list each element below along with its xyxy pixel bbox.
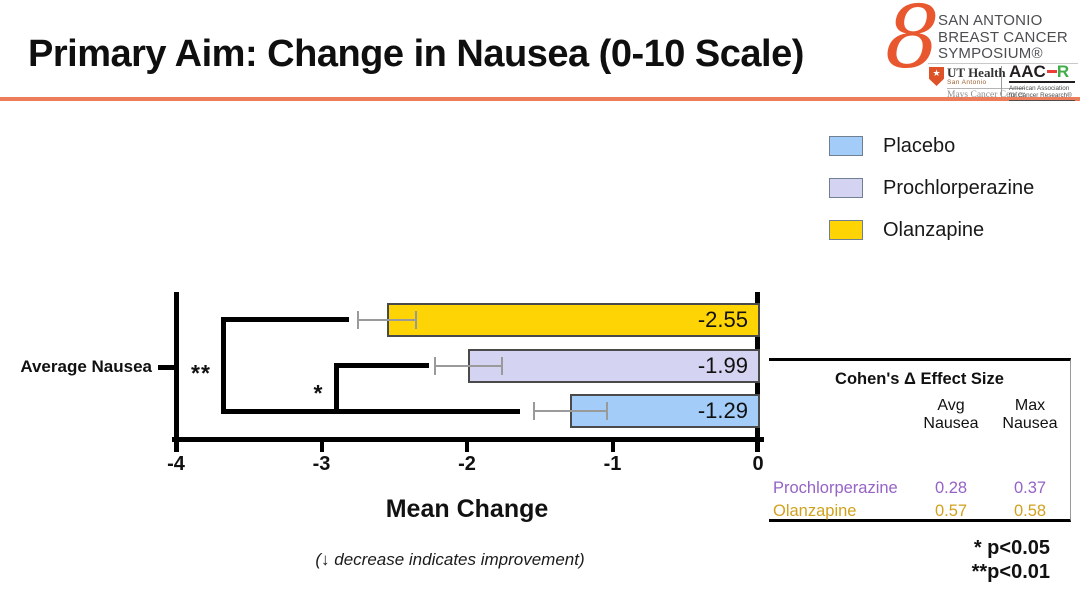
y-category-label: Average Nausea <box>20 357 152 376</box>
x-tick-mark <box>319 439 324 452</box>
legend-item-olanzapine: Olanzapine <box>829 218 1034 241</box>
error-bar-cap-right <box>415 311 418 329</box>
effect-row-name: Prochlorperazine <box>773 479 898 497</box>
error-bar-line <box>434 364 502 367</box>
significance-bracket-top-arm <box>221 317 349 322</box>
y-category-tick <box>158 365 176 370</box>
x-tick-mark <box>465 439 469 452</box>
legend-swatch-icon <box>829 178 863 198</box>
ut-health-text: UT Health San Antonio Mays Cancer Center <box>947 65 1026 100</box>
significance-bracket-small-vertical <box>334 363 339 414</box>
error-bar-cap-right <box>500 356 503 375</box>
ut-health-shield-icon: ★ <box>929 67 944 86</box>
effect-table-header-avg: Avg Nausea <box>909 397 993 433</box>
header-avg-line2: Nausea <box>923 415 979 432</box>
aacr-tagline-1: American Association <box>1009 84 1070 92</box>
ut-health-logo: ★ UT Health San Antonio Mays Cancer Cent… <box>929 65 1026 100</box>
x-tick-label: -3 <box>312 453 331 475</box>
legend-label: Prochlorperazine <box>883 176 1035 199</box>
pvalue-note-2: **p<0.01 <box>971 560 1050 583</box>
chart-legend: Placebo Prochlorperazine Olanzapine <box>829 134 1035 262</box>
aacr-tagline-2: for Cancer Research® <box>1009 91 1072 99</box>
legend-swatch-icon <box>829 220 863 240</box>
x-tick-label: -2 <box>458 453 476 475</box>
bar-olanzapine <box>386 303 760 337</box>
mays-cancer-center-label: Mays Cancer Center <box>947 88 1026 100</box>
error-bar-cap-left <box>356 311 359 329</box>
x-tick-mark <box>610 439 615 452</box>
header-max-line1: Max <box>1014 397 1046 414</box>
legend-swatch-icon <box>829 136 863 156</box>
header-avg-line1: Avg <box>937 397 965 414</box>
aacr-r: R <box>1056 62 1070 81</box>
effect-row-name: Olanzapine <box>773 501 857 520</box>
aacr-logo: AAC R American Association for Cancer Res… <box>1009 62 1075 101</box>
error-bar-cap-right <box>605 402 608 420</box>
significance-double-asterisk: ** <box>191 360 211 386</box>
effect-table-title: Cohen's Δ Effect Size <box>835 370 1004 388</box>
significance-bracket-vertical <box>221 317 226 414</box>
error-bar-cap-left <box>433 356 436 375</box>
pvalue-note-1: * p<0.05 <box>973 537 1050 559</box>
title-divider-line <box>0 97 1080 101</box>
error-bar-line <box>533 410 607 412</box>
sabcs-line-3: SYMPOSIUM® <box>938 45 1043 62</box>
error-bar-cap-left <box>532 402 535 420</box>
bar-value-label: -1.29 <box>697 398 748 423</box>
bar-prochlorperazine <box>468 348 760 383</box>
ut-health-city: San Antonio <box>947 79 987 86</box>
x-axis-title: Mean Change <box>385 495 549 523</box>
bar-value-label: -1.99 <box>697 352 748 378</box>
sabcs-line-2: BREAST CANCER <box>938 28 1068 46</box>
pvalue-notes: * p<0.05 **p<0.01 <box>845 537 1050 584</box>
ut-health-name: UT Health <box>947 65 1006 80</box>
effect-row-avg: 0.28 <box>934 479 968 497</box>
x-tick-label: -4 <box>167 453 185 475</box>
sabcs-wordmark: SAN ANTONIO BREAST CANCER SYMPOSIUM® <box>938 12 1068 63</box>
bar-value-label: -2.55 <box>697 307 748 332</box>
legend-label: Placebo <box>883 134 956 157</box>
x-tick-label: -1 <box>603 453 622 475</box>
sabcs-line-1: SAN ANTONIO <box>938 12 1043 29</box>
aacr-dash-icon <box>1046 69 1057 73</box>
logo-vertical-divider <box>1001 66 1002 97</box>
logo-divider-line <box>928 63 1078 64</box>
improvement-note: (↓ decrease indicates improvement) <box>315 550 585 569</box>
slide-title: Primary Aim: Change in Nausea (0-10 Scal… <box>28 33 804 75</box>
legend-label: Olanzapine <box>883 218 985 241</box>
legend-item-placebo: Placebo <box>829 134 1034 157</box>
significance-bracket-bottom-arm <box>221 409 520 414</box>
significance-asterisk: * <box>313 380 323 406</box>
x-tick-label: 0 <box>752 453 764 475</box>
bar-placebo <box>570 394 760 428</box>
effect-size-table: Cohen's Δ Effect Size Avg Nausea Max Nau… <box>769 358 1071 522</box>
effect-row-avg: 0.57 <box>934 501 968 520</box>
effect-table-header-max: Max Nausea <box>993 397 1067 433</box>
effect-row-max: 0.58 <box>1013 501 1047 520</box>
y-axis-line <box>174 292 179 452</box>
header-max-line2: Nausea <box>1002 415 1058 432</box>
legend-item-prochlorperazine: Prochlorperazine <box>829 176 1035 199</box>
effect-row-max: 0.37 <box>1013 479 1047 497</box>
significance-bracket-small-arm <box>334 363 429 368</box>
aacr-tagline: American Association for Cancer Research… <box>1009 81 1075 101</box>
error-bar-line <box>357 319 417 321</box>
aacr-aac: AAC <box>1009 62 1046 81</box>
aacr-wordmark: AAC R <box>1009 62 1075 81</box>
